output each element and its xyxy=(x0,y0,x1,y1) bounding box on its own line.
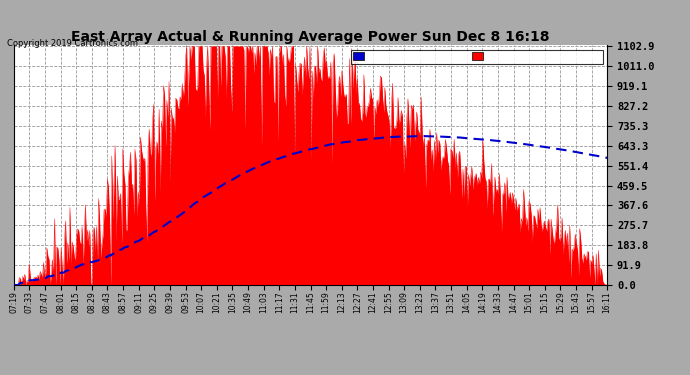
Title: East Array Actual & Running Average Power Sun Dec 8 16:18: East Array Actual & Running Average Powe… xyxy=(71,30,550,44)
Legend: Average  (DC Watts), East Array  (DC Watts): Average (DC Watts), East Array (DC Watts… xyxy=(351,50,602,64)
Text: Copyright 2019 Cartronics.com: Copyright 2019 Cartronics.com xyxy=(7,39,138,48)
